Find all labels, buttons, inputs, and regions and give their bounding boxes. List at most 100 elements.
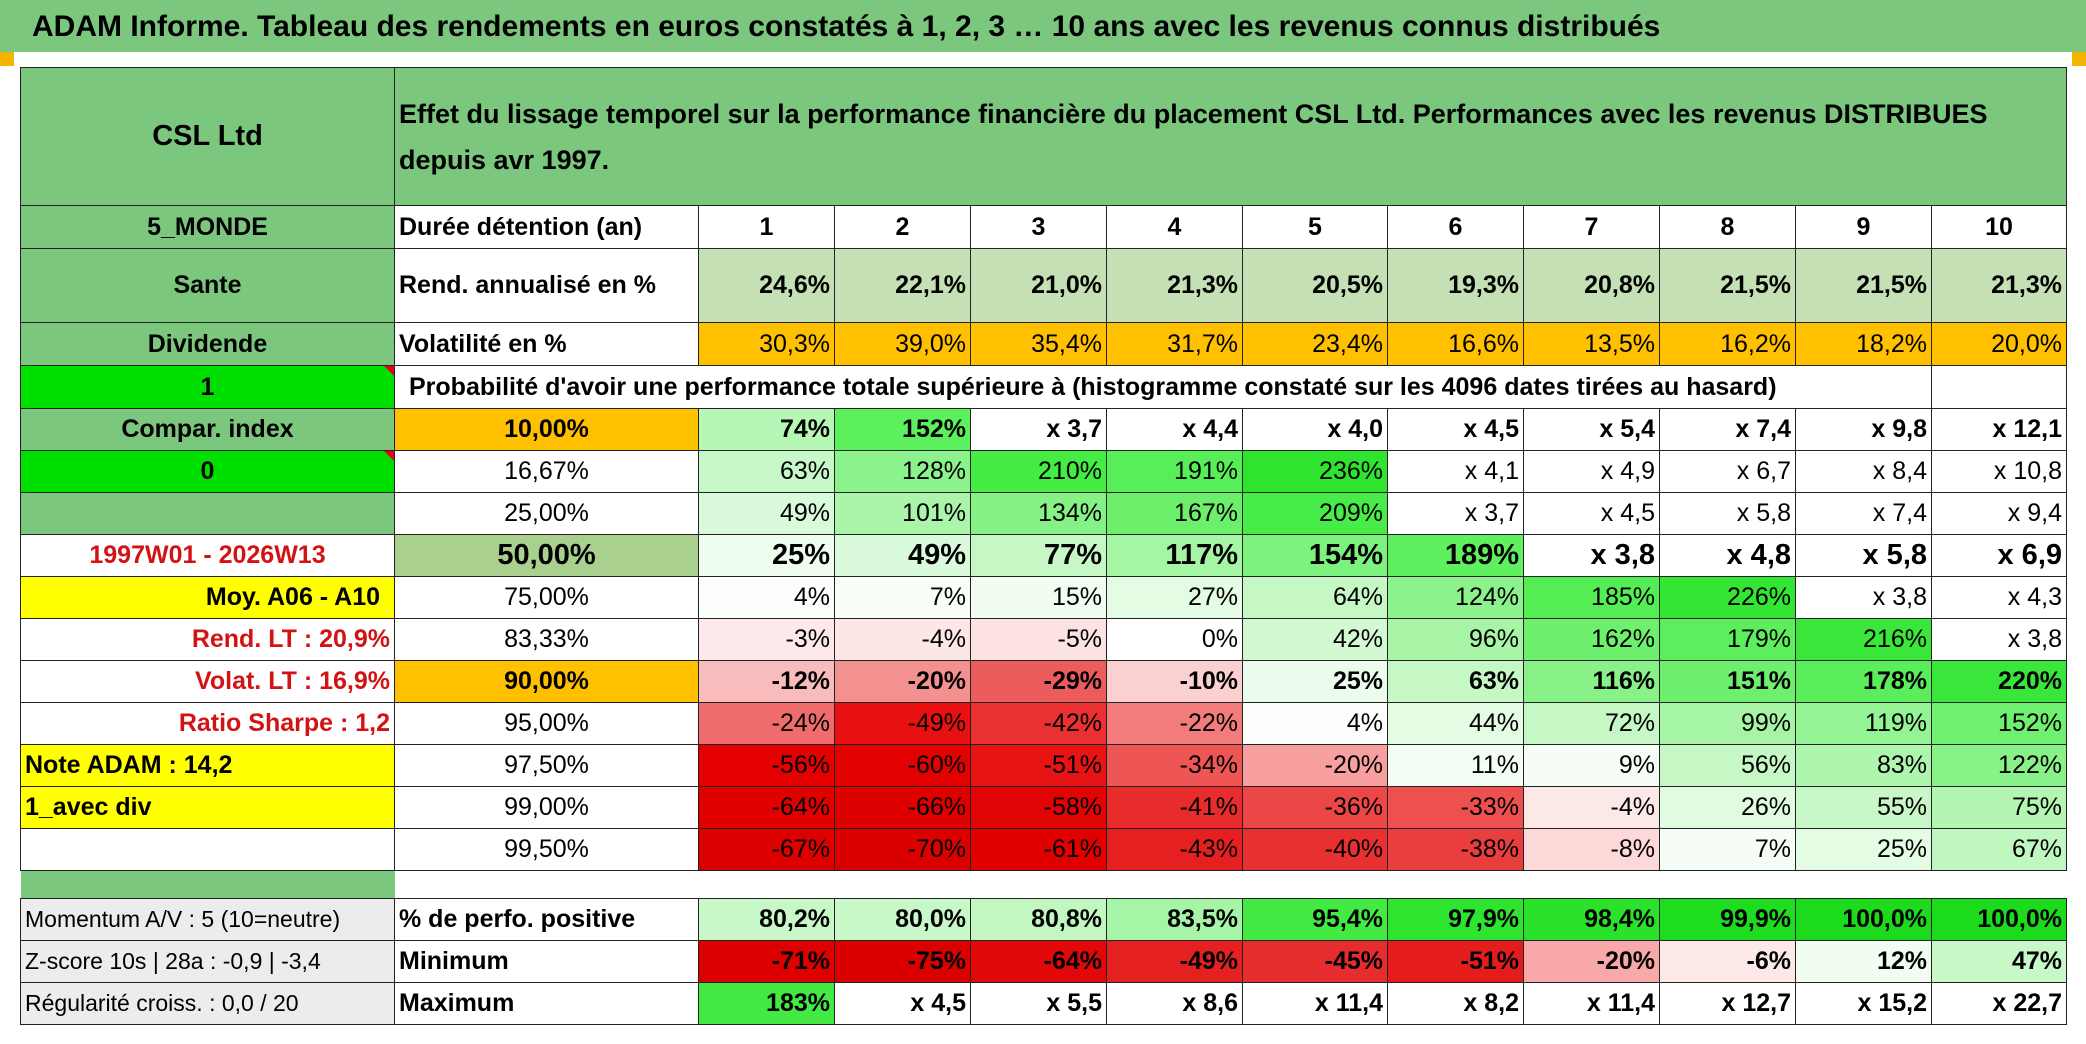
prob-cell: -36% bbox=[1242, 786, 1388, 829]
min-cell: -64% bbox=[970, 940, 1107, 983]
prob-cell: x 4,3 bbox=[1931, 576, 2067, 619]
prob-cell: 128% bbox=[834, 450, 971, 493]
duration-header: 5 bbox=[1242, 205, 1388, 249]
prob-cell: x 7,4 bbox=[1659, 408, 1796, 451]
prob-cell: -24% bbox=[698, 702, 835, 745]
duration-header: 7 bbox=[1523, 205, 1660, 249]
prob-cell: 236% bbox=[1242, 450, 1388, 493]
prob-cell: 4% bbox=[1242, 702, 1388, 745]
min-cell: -20% bbox=[1523, 940, 1660, 983]
empty-cell bbox=[1931, 365, 2067, 409]
pos-cell: 100,0% bbox=[1931, 898, 2067, 941]
prob-cell: 179% bbox=[1659, 618, 1796, 661]
max-cell: x 22,7 bbox=[1931, 982, 2067, 1025]
prob-pct: 83,33% bbox=[394, 618, 699, 661]
prob-cell: x 3,7 bbox=[970, 408, 1107, 451]
prob-cell: x 7,4 bbox=[1795, 492, 1932, 535]
max-cell: x 5,5 bbox=[970, 982, 1107, 1025]
rend-cell: 21,5% bbox=[1795, 248, 1932, 323]
period-label: 1997W01 - 2026W13 bbox=[20, 534, 395, 577]
table-description: Effet du lissage temporel sur la perform… bbox=[394, 67, 2067, 206]
prob-cell: -61% bbox=[970, 828, 1107, 871]
max-cell: x 11,4 bbox=[1242, 982, 1388, 1025]
prob-pct: 97,50% bbox=[394, 744, 699, 787]
prob-cell: -20% bbox=[1242, 744, 1388, 787]
prob-cell: 67% bbox=[1931, 828, 2067, 871]
duration-header: 6 bbox=[1387, 205, 1524, 249]
prob-cell: -5% bbox=[970, 618, 1107, 661]
pos-cell: 80,8% bbox=[970, 898, 1107, 941]
prob-pct: 99,50% bbox=[394, 828, 699, 871]
prob-cell: x 5,8 bbox=[1659, 492, 1796, 535]
moy-label: Moy. A06 - A10 bbox=[20, 576, 395, 619]
prob-cell: 134% bbox=[970, 492, 1107, 535]
asset-name: CSL Ltd bbox=[20, 67, 395, 206]
prob-cell: 185% bbox=[1523, 576, 1660, 619]
prob-cell: 0% bbox=[1106, 618, 1243, 661]
min-cell: -51% bbox=[1387, 940, 1524, 983]
prob-cell: -67% bbox=[698, 828, 835, 871]
prob-cell: 49% bbox=[834, 534, 971, 577]
prob-cell: -42% bbox=[970, 702, 1107, 745]
prob-cell: -4% bbox=[834, 618, 971, 661]
prob-cell: 15% bbox=[970, 576, 1107, 619]
prob-cell: x 4,4 bbox=[1106, 408, 1243, 451]
duration-header: 3 bbox=[970, 205, 1107, 249]
vol-cell: 23,4% bbox=[1242, 322, 1388, 366]
prob-cell: 44% bbox=[1387, 702, 1524, 745]
prob-cell: x 5,4 bbox=[1523, 408, 1660, 451]
prob-cell: x 10,8 bbox=[1931, 450, 2067, 493]
prob-cell: 178% bbox=[1795, 660, 1932, 703]
rend-cell: 21,3% bbox=[1931, 248, 2067, 323]
prob-cell: -41% bbox=[1106, 786, 1243, 829]
prob-cell: x 4,0 bbox=[1242, 408, 1388, 451]
rend-cell: 20,5% bbox=[1242, 248, 1388, 323]
pos-cell: 99,9% bbox=[1659, 898, 1796, 941]
empty-sidebar-cell bbox=[20, 828, 395, 871]
rend-cell: 19,3% bbox=[1387, 248, 1524, 323]
duration-header: 10 bbox=[1931, 205, 2067, 249]
prob-cell: 116% bbox=[1523, 660, 1660, 703]
prob-cell: -20% bbox=[834, 660, 971, 703]
prob-cell: -22% bbox=[1106, 702, 1243, 745]
prob-cell: 27% bbox=[1106, 576, 1243, 619]
rend-cell: 24,6% bbox=[698, 248, 835, 323]
prob-cell: 49% bbox=[698, 492, 835, 535]
prob-cell: -10% bbox=[1106, 660, 1243, 703]
prob-cell: -56% bbox=[698, 744, 835, 787]
pos-cell: 97,9% bbox=[1387, 898, 1524, 941]
prob-cell: 25% bbox=[1242, 660, 1388, 703]
prob-pct: 75,00% bbox=[394, 576, 699, 619]
zscore-label: Z-score 10s | 28a : -0,9 | -3,4 bbox=[20, 940, 395, 983]
pos-cell: 98,4% bbox=[1523, 898, 1660, 941]
prob-cell: 99% bbox=[1659, 702, 1796, 745]
empty-sidebar-cell bbox=[20, 492, 395, 535]
prob-cell: 210% bbox=[970, 450, 1107, 493]
prob-cell: x 4,1 bbox=[1387, 450, 1524, 493]
prob-cell: 42% bbox=[1242, 618, 1388, 661]
prob-cell: x 9,8 bbox=[1795, 408, 1932, 451]
max-cell: x 11,4 bbox=[1523, 982, 1660, 1025]
prob-cell: -3% bbox=[698, 618, 835, 661]
prob-pct: 95,00% bbox=[394, 702, 699, 745]
rend-cell: 20,8% bbox=[1523, 248, 1660, 323]
pos-cell: 83,5% bbox=[1106, 898, 1243, 941]
prob-cell: -12% bbox=[698, 660, 835, 703]
vol-cell: 18,2% bbox=[1795, 322, 1932, 366]
prob-cell: -49% bbox=[834, 702, 971, 745]
prob-cell: x 6,7 bbox=[1659, 450, 1796, 493]
max-row-label: Maximum bbox=[394, 982, 699, 1025]
prob-cell: x 4,5 bbox=[1387, 408, 1524, 451]
rend-lt-label: Rend. LT : 20,9% bbox=[20, 618, 395, 661]
max-cell: x 8,2 bbox=[1387, 982, 1524, 1025]
max-cell: x 15,2 bbox=[1795, 982, 1932, 1025]
prob-cell: 4% bbox=[698, 576, 835, 619]
prob-pct: 50,00% bbox=[394, 534, 699, 577]
min-cell: 12% bbox=[1795, 940, 1932, 983]
frame-corner-marker bbox=[0, 52, 14, 66]
prob-cell: 64% bbox=[1242, 576, 1388, 619]
prob-cell: x 6,9 bbox=[1931, 534, 2067, 577]
prob-cell: 151% bbox=[1659, 660, 1796, 703]
prob-cell: -34% bbox=[1106, 744, 1243, 787]
prob-cell: x 3,8 bbox=[1795, 576, 1932, 619]
